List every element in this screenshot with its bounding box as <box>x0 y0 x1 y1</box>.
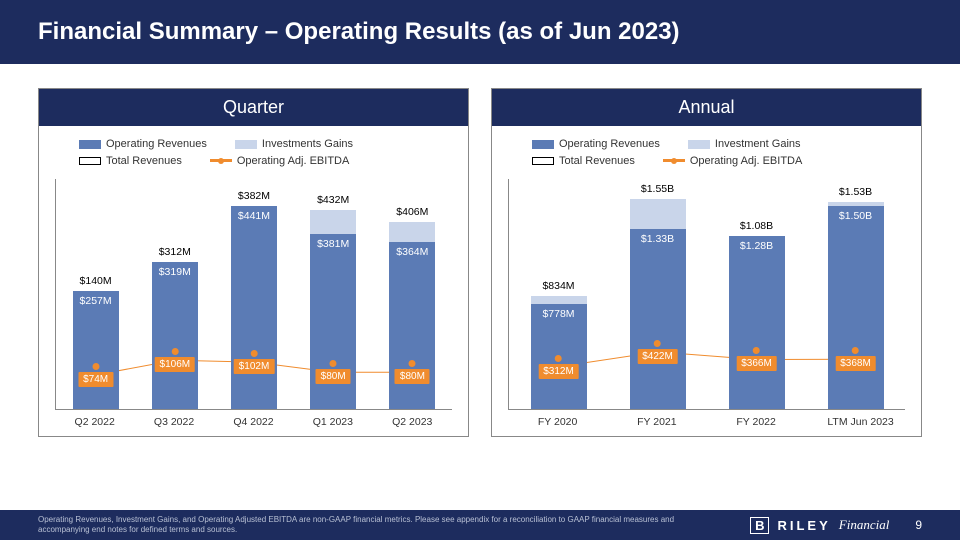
x-axis-label: Q4 2022 <box>230 416 276 428</box>
x-axis-label: Q1 2023 <box>310 416 356 428</box>
quarter-legend: Operating Revenues Investments Gains Tot… <box>79 136 456 169</box>
annual-panel: Annual Operating Revenues Investment Gai… <box>491 88 922 437</box>
bar-group: $140M $257M <box>73 179 119 409</box>
page-number: 9 <box>915 518 922 532</box>
operating-revenue-label: $778M <box>531 308 587 320</box>
bar-group: $1.53B $1.50B <box>828 179 884 409</box>
annual-x-axis: FY 2020 FY 2021 FY 2022 LTM Jun 2023 <box>504 410 909 428</box>
operating-revenue-label: $364M <box>389 246 435 258</box>
total-revenue-label: $382M <box>231 190 277 202</box>
quarter-header: Quarter <box>39 89 468 126</box>
bar-group: $382M $441M <box>231 179 277 409</box>
operating-revenue-label: $1.28B <box>729 240 785 252</box>
x-axis-label: FY 2021 <box>629 416 685 428</box>
bar-group: $1.55B $1.33B <box>630 179 686 409</box>
total-revenue-label: $140M <box>73 275 119 287</box>
x-axis-label: LTM Jun 2023 <box>827 416 883 428</box>
quarter-panel: Quarter Operating Revenues Investments G… <box>38 88 469 437</box>
x-axis-label: FY 2020 <box>530 416 586 428</box>
total-revenue-label: $1.53B <box>828 186 884 198</box>
bar-group: $406M $364M <box>389 179 435 409</box>
brand-logo: B RILEY Financial 9 <box>750 517 922 534</box>
operating-revenue-label: $319M <box>152 266 198 278</box>
total-revenue-label: $406M <box>389 206 435 218</box>
operating-revenue-label: $441M <box>231 210 277 222</box>
annual-header: Annual <box>492 89 921 126</box>
x-axis-label: Q3 2022 <box>151 416 197 428</box>
operating-revenue-label: $381M <box>310 238 356 250</box>
slide-title: Financial Summary – Operating Results (a… <box>0 0 960 64</box>
quarter-plot: $140M $257M $312M $319M $382M $441M $432M $381M… <box>55 179 452 410</box>
total-revenue-label: $432M <box>310 194 356 206</box>
x-axis-label: FY 2022 <box>728 416 784 428</box>
bar-group: $312M $319M <box>152 179 198 409</box>
x-axis-label: Q2 2022 <box>72 416 118 428</box>
total-revenue-label: $834M <box>531 280 587 292</box>
charts-container: Quarter Operating Revenues Investments G… <box>0 64 960 437</box>
x-axis-label: Q2 2023 <box>389 416 435 428</box>
quarter-x-axis: Q2 2022 Q3 2022 Q4 2022 Q1 2023 Q2 2023 <box>51 410 456 428</box>
operating-revenue-label: $1.50B <box>828 210 884 222</box>
operating-revenue-label: $1.33B <box>630 233 686 245</box>
slide-footer: Operating Revenues, Investment Gains, an… <box>0 510 960 540</box>
bar-group: $1.08B $1.28B <box>729 179 785 409</box>
annual-legend: Operating Revenues Investment Gains Tota… <box>532 136 909 169</box>
total-revenue-label: $1.55B <box>630 183 686 195</box>
operating-revenue-label: $257M <box>73 295 119 307</box>
annual-plot: $834M $778M $1.55B $1.33B $1.08B $1.28B $1.53B… <box>508 179 905 410</box>
total-revenue-label: $312M <box>152 246 198 258</box>
bar-group: $432M $381M <box>310 179 356 409</box>
bar-group: $834M $778M <box>531 179 587 409</box>
footer-disclaimer: Operating Revenues, Investment Gains, an… <box>38 515 678 534</box>
total-revenue-label: $1.08B <box>729 220 785 232</box>
